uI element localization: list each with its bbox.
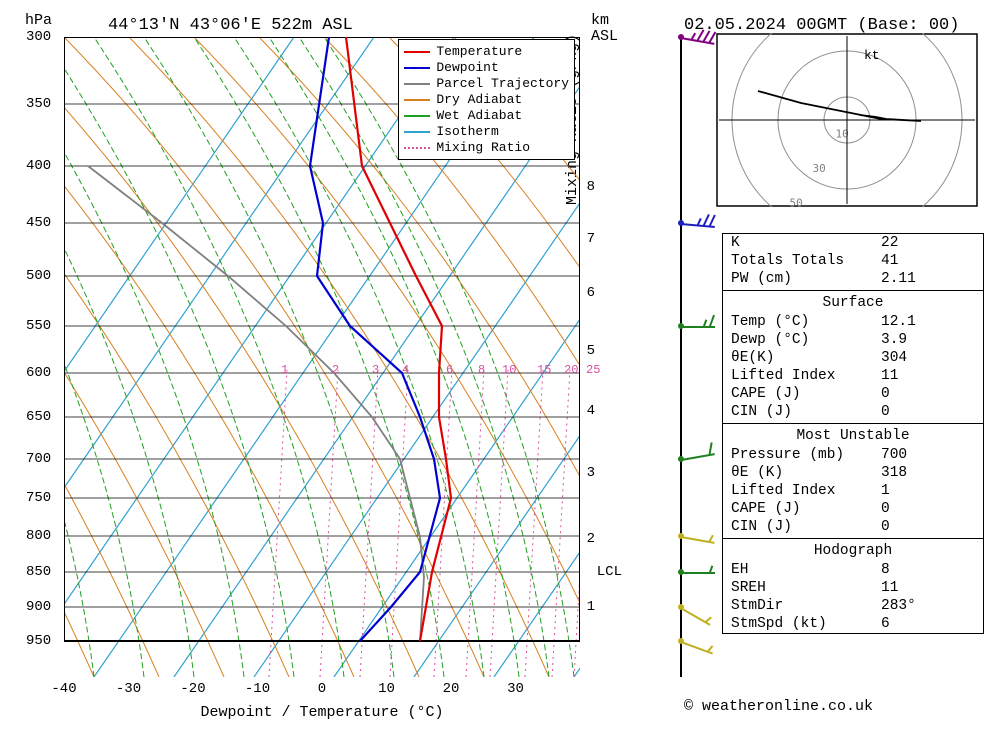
y-tick-km: 7 xyxy=(587,231,595,247)
y-tick-km: 4 xyxy=(587,403,595,419)
y-tick-hpa: 700 xyxy=(26,451,51,467)
x-tick: -20 xyxy=(180,681,205,697)
y-tick-km: 6 xyxy=(587,285,595,301)
panel-row: StmDir283° xyxy=(723,597,983,615)
copyright: © weatheronline.co.uk xyxy=(684,698,873,715)
y-tick-hpa: 600 xyxy=(26,365,51,381)
wind-barb xyxy=(678,220,684,226)
x-tick: 20 xyxy=(443,681,460,697)
legend-row: Parcel Trajectory xyxy=(404,76,569,91)
mixing-ratio-tick: 8 xyxy=(478,363,485,377)
panel-row: Lifted Index11 xyxy=(723,367,983,385)
x-axis-label: Dewpoint / Temperature (°C) xyxy=(64,704,580,721)
panel-row: StmSpd (kt)6 xyxy=(723,615,983,633)
mixing-ratio-tick: 20 xyxy=(564,363,578,377)
indices-panel: K22Totals Totals41PW (cm)2.11 SurfaceTemp… xyxy=(722,233,984,634)
y-tick-hpa: 300 xyxy=(26,29,51,45)
mixing-ratio-tick: 1 xyxy=(281,363,288,377)
wind-barb xyxy=(678,638,684,644)
y-axis-label-left: hPa xyxy=(25,12,52,29)
km-label-2: ASL xyxy=(591,28,618,45)
panel-row: EH8 xyxy=(723,561,983,579)
y-tick-hpa: 400 xyxy=(26,158,51,174)
panel-row: K22 xyxy=(723,234,983,252)
mixing-ratio-tick: 6 xyxy=(446,363,453,377)
panel-row: CIN (J)0 xyxy=(723,518,983,536)
x-tick: 30 xyxy=(507,681,524,697)
y-tick-hpa: 950 xyxy=(26,633,51,649)
panel-row: Lifted Index1 xyxy=(723,482,983,500)
panel-row: θE (K)318 xyxy=(723,464,983,482)
x-tick: -10 xyxy=(245,681,270,697)
lcl-marker: LCL xyxy=(597,564,622,580)
y-tick-km: 8 xyxy=(587,179,595,195)
y-tick-hpa: 750 xyxy=(26,490,51,506)
wind-barb xyxy=(678,456,684,462)
mixing-ratio-tick: 25 xyxy=(586,363,600,377)
location-title: 44°13'N 43°06'E 522m ASL xyxy=(108,16,353,35)
km-label-1: km xyxy=(591,12,609,29)
y-tick-hpa: 800 xyxy=(26,528,51,544)
legend-row: Mixing Ratio xyxy=(404,140,569,155)
y-tick-hpa: 350 xyxy=(26,96,51,112)
panel-row: SREH11 xyxy=(723,579,983,597)
panel-header-hodo: Hodograph xyxy=(723,541,983,561)
svg-text:50: 50 xyxy=(790,196,803,207)
y-tick-hpa: 450 xyxy=(26,215,51,231)
x-tick: -30 xyxy=(116,681,141,697)
wind-barb xyxy=(678,569,684,575)
y-tick-km: 5 xyxy=(587,343,595,359)
panel-row: CIN (J)0 xyxy=(723,403,983,421)
panel-header-surface: Surface xyxy=(723,293,983,313)
legend-row: Dry Adiabat xyxy=(404,92,569,107)
wind-barb-column xyxy=(680,37,682,677)
mixing-ratio-tick: 10 xyxy=(502,363,516,377)
y-tick-hpa: 850 xyxy=(26,564,51,580)
kt-label: kt xyxy=(864,48,880,63)
wind-barb xyxy=(678,533,684,539)
panel-row: PW (cm)2.11 xyxy=(723,270,983,288)
y-tick-km: 2 xyxy=(587,531,595,547)
panel-header-mu: Most Unstable xyxy=(723,426,983,446)
legend-row: Wet Adiabat xyxy=(404,108,569,123)
y-tick-km: 3 xyxy=(587,465,595,481)
panel-row: Temp (°C)12.1 xyxy=(723,313,983,331)
svg-text:30: 30 xyxy=(813,162,826,175)
hodograph: 103050 xyxy=(716,33,978,207)
mixing-ratio-tick: 2 xyxy=(332,363,339,377)
y-tick-km: 1 xyxy=(587,599,595,615)
y-tick-hpa: 550 xyxy=(26,318,51,334)
legend-row: Dewpoint xyxy=(404,60,569,75)
mixing-ratio-tick: 3 xyxy=(372,363,379,377)
wind-barb xyxy=(678,323,684,329)
wind-barb xyxy=(678,604,684,610)
y-tick-hpa: 650 xyxy=(26,409,51,425)
panel-row: CAPE (J)0 xyxy=(723,500,983,518)
mixing-ratio-tick: 15 xyxy=(537,363,551,377)
mixing-ratio-tick: 4 xyxy=(402,363,409,377)
legend-row: Isotherm xyxy=(404,124,569,139)
panel-row: Dewp (°C)3.9 xyxy=(723,331,983,349)
skewt-chart: TemperatureDewpointParcel TrajectoryDry … xyxy=(64,37,580,677)
y-tick-hpa: 500 xyxy=(26,268,51,284)
panel-row: CAPE (J)0 xyxy=(723,385,983,403)
panel-row: θE(K)304 xyxy=(723,349,983,367)
x-tick: 0 xyxy=(318,681,326,697)
x-tick: -40 xyxy=(51,681,76,697)
chart-legend: TemperatureDewpointParcel TrajectoryDry … xyxy=(398,39,575,160)
panel-row: Totals Totals41 xyxy=(723,252,983,270)
y-tick-hpa: 900 xyxy=(26,599,51,615)
legend-row: Temperature xyxy=(404,44,569,59)
x-tick: 10 xyxy=(378,681,395,697)
wind-barb xyxy=(678,34,684,40)
panel-row: Pressure (mb)700 xyxy=(723,446,983,464)
